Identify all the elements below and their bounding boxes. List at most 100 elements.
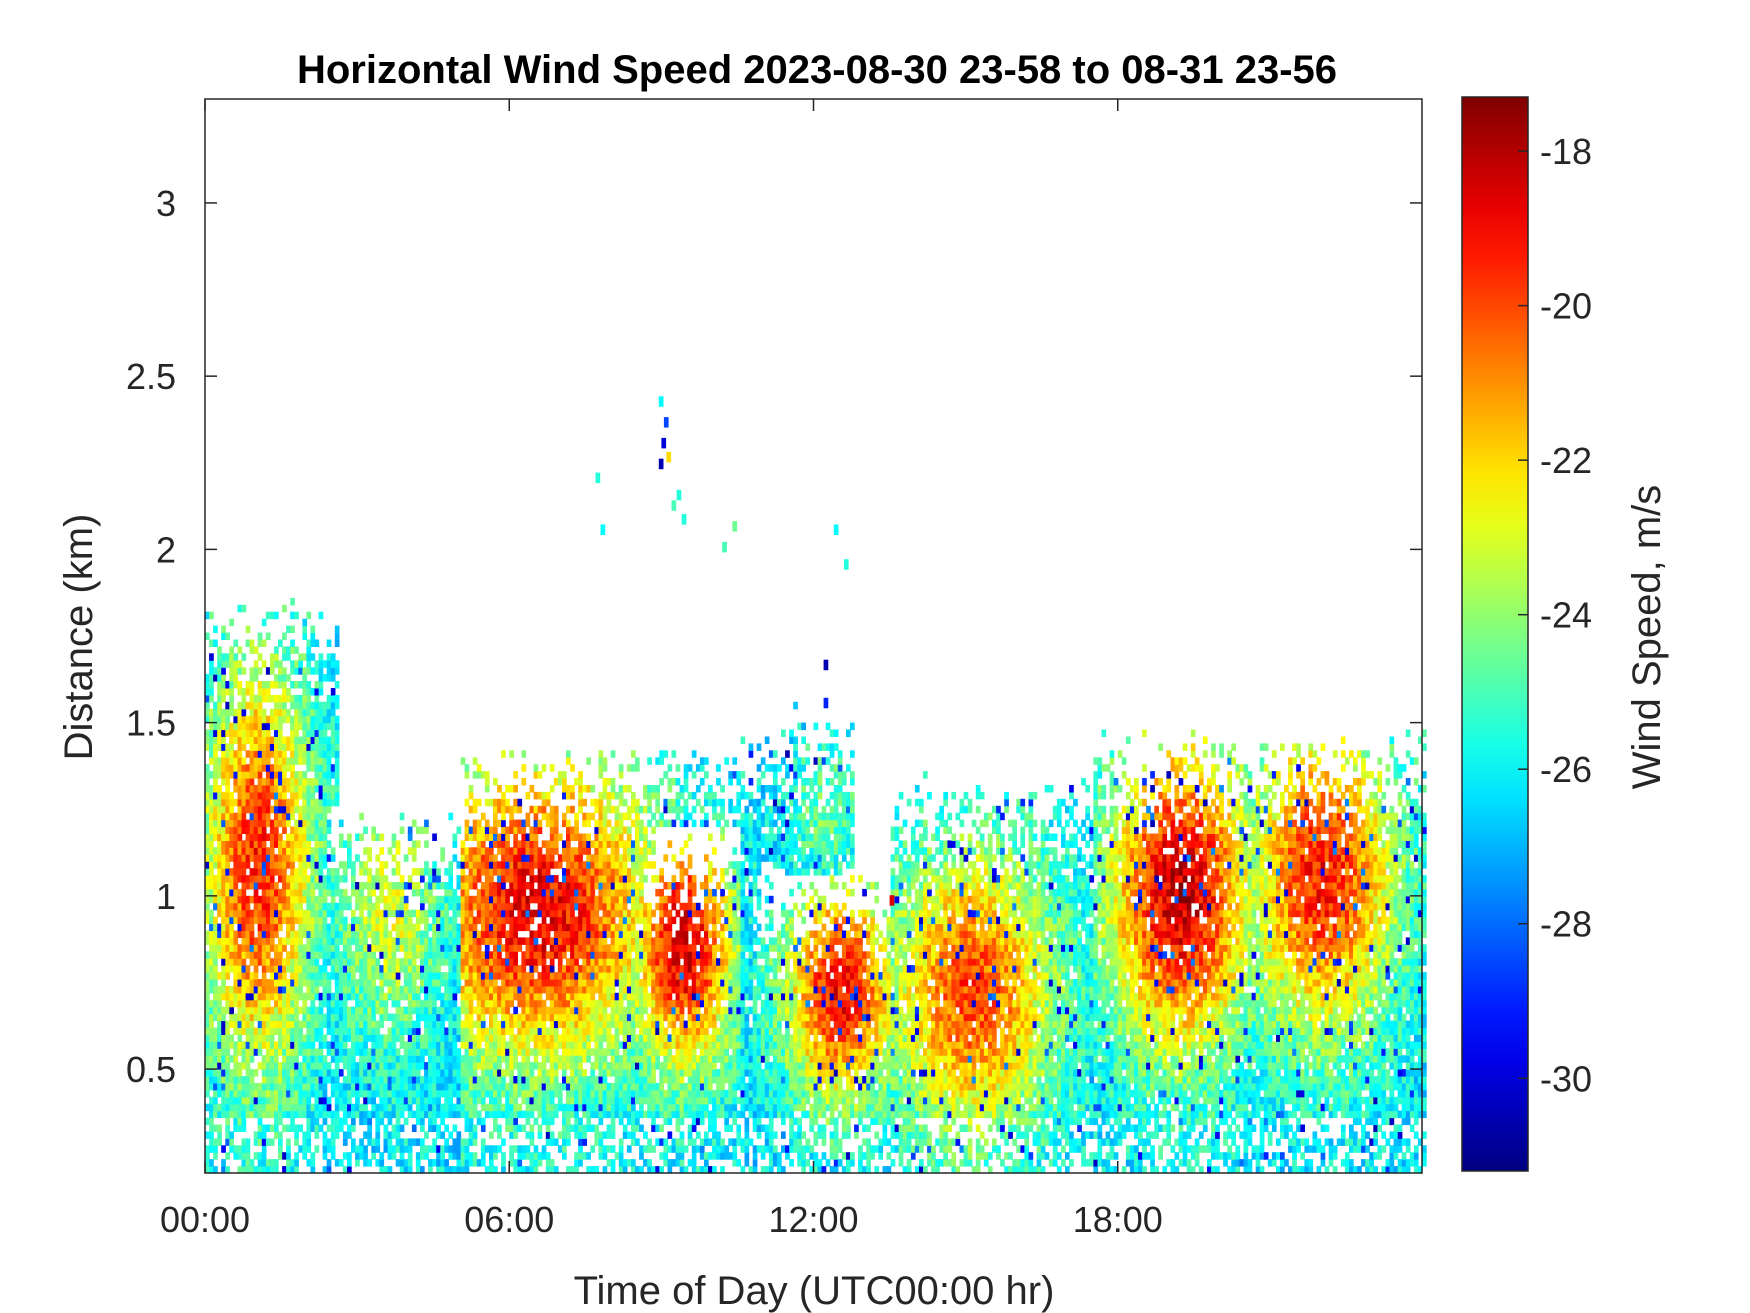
heatmap-cell (261, 826, 267, 834)
heatmap-cell (249, 722, 255, 731)
heatmap-cell (205, 909, 210, 918)
heatmap-cell (363, 861, 368, 869)
heatmap-cell (330, 1138, 336, 1146)
heatmap-cell (322, 701, 328, 710)
heatmap-cell (501, 840, 506, 848)
heatmap-cell (290, 923, 295, 932)
heatmap-cell (428, 875, 433, 883)
heatmap-cell (257, 875, 263, 883)
heatmap-cell (415, 1089, 421, 1098)
heatmap-cell (476, 951, 482, 959)
heatmap-cell (330, 888, 336, 897)
heatmap-cell (582, 1152, 587, 1160)
heatmap-cell (351, 909, 356, 918)
heatmap-cell (371, 1138, 376, 1146)
heatmap-cell (249, 1069, 255, 1077)
heatmap-cell (205, 674, 210, 682)
heatmap-cell (294, 1082, 299, 1091)
heatmap-cell (403, 1013, 409, 1022)
heatmap-cell (342, 951, 348, 959)
heatmap-cell (480, 840, 486, 848)
heatmap-cell (245, 805, 251, 814)
heatmap-cell (326, 805, 332, 814)
heatmap-cell (399, 895, 405, 904)
heatmap-cell (562, 778, 567, 786)
heatmap-cell (513, 902, 518, 911)
heatmap-cell (229, 1034, 234, 1042)
heatmap-cell (334, 764, 340, 772)
heatmap-cell (464, 958, 470, 966)
heatmap-cell (334, 1006, 340, 1015)
heatmap-cell (213, 937, 218, 945)
heatmap-cell (318, 951, 324, 959)
heatmap-cell (566, 882, 571, 890)
heatmap-cell (501, 868, 506, 876)
heatmap-cell (602, 847, 608, 855)
heatmap-cell (261, 743, 267, 751)
heatmap-cell (237, 715, 243, 724)
heatmap-cell (464, 1006, 470, 1015)
heatmap-cell (257, 1034, 263, 1042)
heatmap-cell (347, 1048, 352, 1056)
heatmap-cell (464, 930, 470, 938)
heatmap-cell (205, 951, 210, 959)
heatmap-cell (456, 923, 462, 932)
heatmap-cell (436, 1131, 441, 1139)
heatmap-cell (326, 1159, 332, 1167)
heatmap-cell (489, 992, 494, 1001)
heatmap-cell (257, 750, 263, 758)
heatmap-cell (326, 923, 332, 932)
heatmap-cell (274, 757, 279, 765)
heatmap-cell (513, 972, 518, 980)
heatmap-cell (290, 1020, 295, 1029)
heatmap-cell (334, 1089, 340, 1098)
heatmap-cell (420, 1055, 425, 1063)
heatmap-cell (269, 1138, 275, 1146)
heatmap-cell (269, 1089, 275, 1098)
heatmap-cell (440, 1069, 445, 1077)
heatmap-cell (245, 909, 251, 918)
heatmap-cell (334, 660, 340, 668)
heatmap-cell (553, 979, 559, 987)
heatmap-cell (237, 750, 243, 758)
heatmap-cell (278, 1131, 283, 1139)
heatmap-cell (472, 819, 478, 828)
heatmap-cell (541, 999, 547, 1008)
heatmap-cell (249, 999, 255, 1008)
heatmap-cell (529, 861, 535, 869)
heatmap-cell (363, 972, 368, 980)
heatmap-cell (484, 1082, 490, 1091)
heatmap-cell (574, 937, 579, 945)
heatmap-cell (355, 895, 360, 904)
heatmap-cell (241, 757, 247, 765)
heatmap-cell (566, 888, 571, 897)
heatmap-cell (497, 958, 502, 966)
heatmap-cell (306, 653, 312, 661)
heatmap-cell (553, 1027, 559, 1035)
heatmap-cell (363, 937, 368, 945)
heatmap-cell (241, 958, 247, 966)
heatmap-cell (282, 909, 287, 918)
heatmap-cell (582, 1103, 587, 1112)
heatmap-cell (598, 1103, 604, 1112)
heatmap-cell (334, 1020, 340, 1029)
heatmap-cell (347, 854, 352, 862)
heatmap-cell (484, 847, 490, 855)
heatmap-cell (395, 882, 401, 890)
heatmap-cell (229, 951, 234, 959)
heatmap-cell (407, 1076, 413, 1084)
heatmap-cell (468, 985, 474, 994)
heatmap-cell (541, 958, 547, 966)
heatmap-cell (436, 1013, 441, 1022)
heatmap-cell (282, 895, 287, 904)
heatmap-cell (448, 923, 454, 932)
heatmap-cell (387, 958, 393, 966)
heatmap-cell (509, 902, 514, 911)
heatmap-cell (529, 895, 535, 904)
heatmap-cell (278, 764, 283, 772)
heatmap-cell (379, 951, 385, 959)
heatmap-cell (278, 694, 283, 703)
heatmap-cell (351, 1076, 356, 1084)
heatmap-cell (529, 1103, 535, 1112)
heatmap-cell (570, 1124, 575, 1132)
